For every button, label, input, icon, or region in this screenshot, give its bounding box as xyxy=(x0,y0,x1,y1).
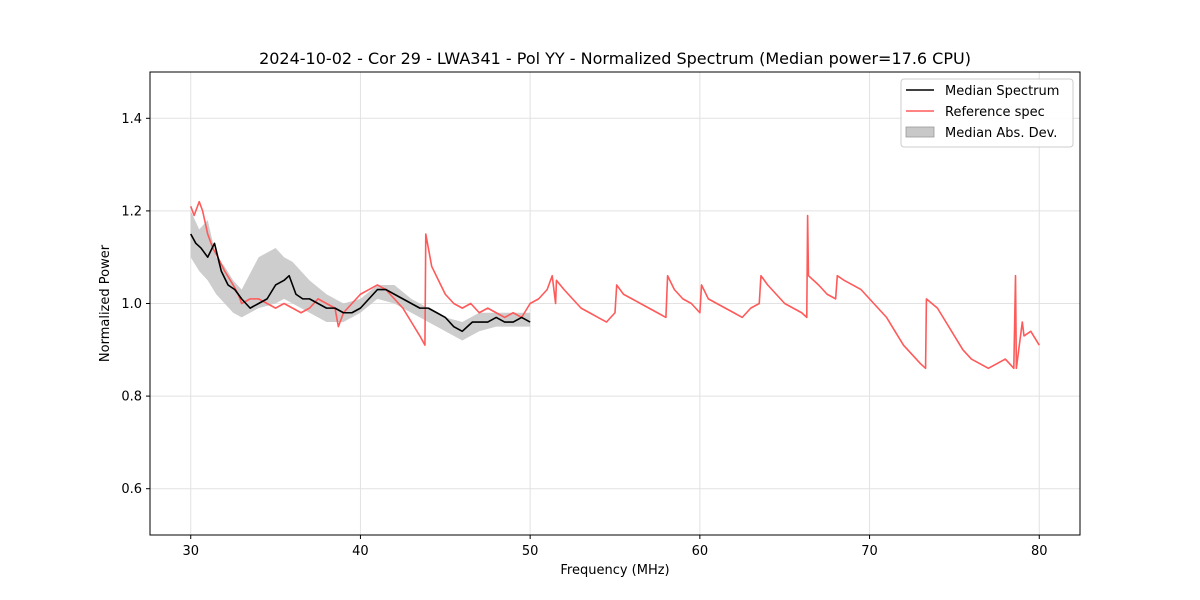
legend-label-reference-spec: Reference spec xyxy=(945,105,1045,120)
y-tick-label: 1.0 xyxy=(121,297,142,312)
legend-box xyxy=(900,78,1074,148)
band-median-abs-dev xyxy=(190,210,531,341)
chart-title: 2024-10-02 - Cor 29 - LWA341 - Pol YY - … xyxy=(259,49,971,68)
plot-area xyxy=(189,200,1040,370)
series-line-reference-spec xyxy=(189,200,1040,370)
y-tick-label: 0.8 xyxy=(121,390,142,405)
x-tick-label: 40 xyxy=(352,544,369,559)
x-axis-label: Frequency (MHz) xyxy=(560,563,669,578)
legend-swatch-median-abs-dev xyxy=(905,126,935,138)
y-tick-label: 1.2 xyxy=(121,204,142,219)
y-tick-label: 1.4 xyxy=(121,112,142,127)
legend: Median Spectrum Reference spec Median Ab… xyxy=(900,78,1074,148)
series-line-median-spectrum xyxy=(190,233,531,333)
x-tick-label: 60 xyxy=(692,544,709,559)
x-tick-label: 50 xyxy=(522,544,539,559)
x-tick-label: 80 xyxy=(1031,544,1048,559)
ticks: 30 40 50 60 70 80 0.6 0.8 1.0 1.2 1.4 xyxy=(121,112,1047,559)
x-tick-label: 30 xyxy=(182,544,199,559)
legend-label-median-spectrum: Median Spectrum xyxy=(945,84,1059,99)
y-axis-label: Normalized Power xyxy=(98,244,113,362)
y-tick-label: 0.6 xyxy=(121,482,142,497)
x-tick-label: 70 xyxy=(861,544,878,559)
legend-label-median-abs-dev: Median Abs. Dev. xyxy=(945,126,1057,141)
